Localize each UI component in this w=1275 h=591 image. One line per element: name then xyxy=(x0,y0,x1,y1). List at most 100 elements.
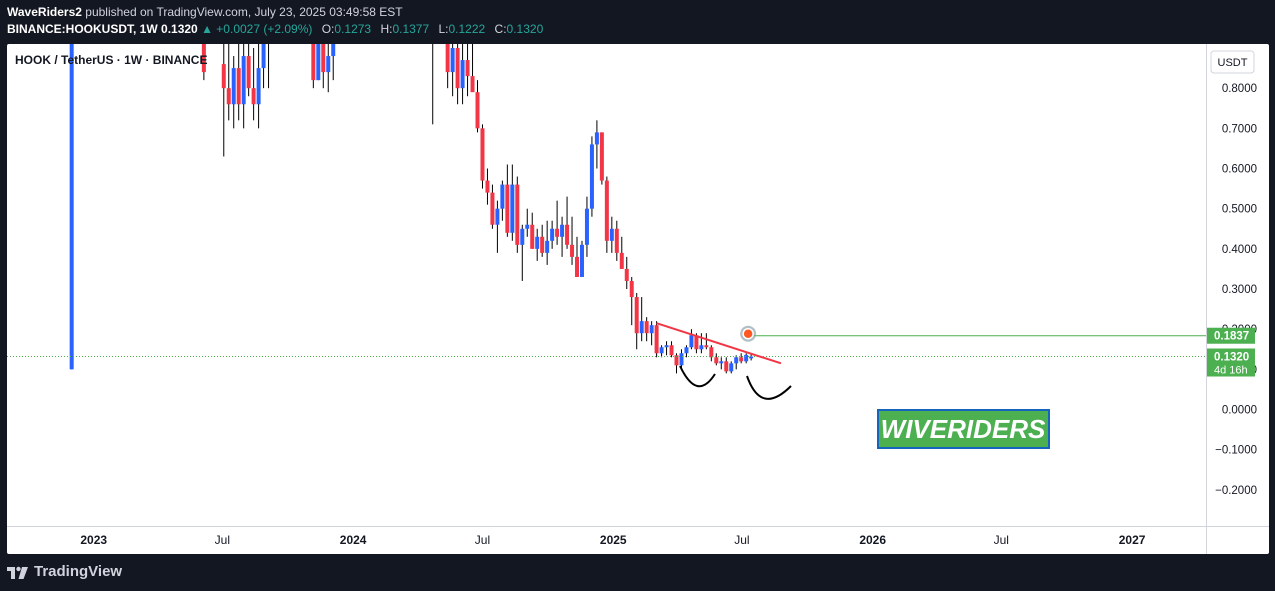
candle-body xyxy=(495,208,500,225)
candles-layer xyxy=(69,44,754,374)
y-tick-label: 0.8000 xyxy=(1222,83,1257,95)
candle-body xyxy=(679,353,684,366)
candle-body xyxy=(704,345,709,348)
current-price-text: 0.1320 xyxy=(1214,351,1249,363)
target-marker-icon xyxy=(742,327,754,340)
bottom-arc-right xyxy=(746,375,792,400)
candle-body xyxy=(619,252,624,269)
candle-body xyxy=(540,236,545,253)
candle-body xyxy=(575,256,580,277)
candle-body xyxy=(609,228,614,241)
watermark-box xyxy=(877,409,1050,449)
candle-body xyxy=(565,224,570,245)
candle-body xyxy=(729,363,734,372)
countdown-text: 4d 16h xyxy=(1214,364,1248,376)
candle-body xyxy=(709,347,714,358)
chart-symbol-title: HOOK / TetherUS · 1W · BINANCE xyxy=(15,53,208,67)
candle-body xyxy=(470,76,475,93)
close-label: C: xyxy=(494,22,507,36)
neckline-trendline xyxy=(656,322,782,365)
y-tick-label: 0.5000 xyxy=(1222,204,1257,216)
candle-body xyxy=(724,361,729,372)
currency-label: USDT xyxy=(1218,57,1248,69)
candle-body xyxy=(614,228,619,253)
price-chart[interactable]: WIVERIDERS 0.8000 0.7000 0.6000 0.5000 0.400… xyxy=(7,44,1269,554)
candle-body xyxy=(739,357,744,362)
candle-body xyxy=(221,64,226,89)
published-text: published on TradingView.com, July 23, 2… xyxy=(85,5,403,19)
candle-body xyxy=(699,345,704,350)
low-label: L: xyxy=(438,22,449,36)
candle-body xyxy=(251,88,256,105)
candle-body xyxy=(246,56,251,89)
candle-body xyxy=(480,128,485,181)
candle-body xyxy=(674,355,679,366)
candle-body xyxy=(634,297,639,334)
candle-body xyxy=(321,44,326,73)
x-tick-label: Jul xyxy=(475,533,490,547)
candle-body xyxy=(510,184,515,233)
high-value: 0.1377 xyxy=(392,22,430,36)
candle-body xyxy=(525,224,530,229)
x-tick-label: Jul xyxy=(215,533,230,547)
tradingview-logo[interactable]: TradingView xyxy=(7,563,122,580)
candle-body xyxy=(560,224,565,237)
x-tick-label: 2026 xyxy=(859,533,886,547)
candle-body xyxy=(455,48,460,89)
author-name[interactable]: WaveRiders2 xyxy=(7,5,82,19)
candle-body xyxy=(694,335,699,350)
open-label: O: xyxy=(321,22,335,36)
candle-body xyxy=(520,228,525,245)
candle-body xyxy=(744,354,749,362)
candle-body xyxy=(669,345,674,356)
candle-body xyxy=(719,361,724,364)
y-tick-label: 0.0000 xyxy=(1222,405,1257,417)
candle-body xyxy=(201,44,206,73)
candle-body xyxy=(555,228,560,237)
x-tick-label: 2023 xyxy=(80,533,107,547)
candle-body xyxy=(749,356,754,359)
level-price-tag xyxy=(1207,327,1255,344)
candle-body xyxy=(311,44,316,81)
candle-body xyxy=(450,48,455,73)
candle-body xyxy=(475,92,480,129)
candle-body xyxy=(256,68,261,105)
candle-body xyxy=(226,88,231,105)
x-tick-label: 2027 xyxy=(1119,533,1146,547)
candle-body xyxy=(515,184,520,245)
candle-body xyxy=(659,347,664,354)
open-value: 0.1273 xyxy=(334,22,372,36)
last-price: 0.1320 xyxy=(161,22,198,36)
symbol-info-line: BINANCE:HOOKUSDT, 1W 0.1320 ▲ +0.0027 (+… xyxy=(7,22,543,36)
annotations-layer: WIVERIDERS xyxy=(7,322,1206,449)
currency-badge xyxy=(1210,50,1255,74)
candle-body xyxy=(465,60,470,77)
candle-body xyxy=(331,44,336,57)
symbol-ticker: BINANCE:HOOKUSDT, 1W xyxy=(7,22,158,36)
high-label: H: xyxy=(380,22,393,36)
y-tick-label: −0.2000 xyxy=(1215,485,1257,497)
x-tick-label: 2024 xyxy=(340,533,367,547)
candle-body xyxy=(505,184,510,233)
candle-body xyxy=(594,132,599,145)
candle-body xyxy=(589,144,594,209)
candle-body xyxy=(500,184,505,209)
candle-body xyxy=(241,56,246,105)
candle-body xyxy=(644,321,649,334)
y-tick-label: 0.6000 xyxy=(1222,164,1257,176)
watermark-text: WIVERIDERS xyxy=(881,414,1046,444)
candle-body xyxy=(579,244,584,277)
candle-body xyxy=(639,321,644,334)
candle-body xyxy=(460,60,465,89)
candle-body xyxy=(624,268,629,281)
candle-body xyxy=(535,236,540,249)
candle-body xyxy=(689,335,694,348)
publish-header: WaveRiders2 published on TradingView.com… xyxy=(0,0,1275,44)
tradingview-icon xyxy=(7,566,28,579)
x-tick-label: Jul xyxy=(994,533,1009,547)
x-tick-label: Jul xyxy=(734,533,749,547)
chart-panel[interactable]: WIVERIDERS 0.8000 0.7000 0.6000 0.5000 0.400… xyxy=(7,44,1269,554)
bottom-arc-left xyxy=(679,365,716,387)
wiveriders-watermark: WIVERIDERS xyxy=(877,409,1050,449)
y-tick-label: 0.3000 xyxy=(1222,284,1257,296)
